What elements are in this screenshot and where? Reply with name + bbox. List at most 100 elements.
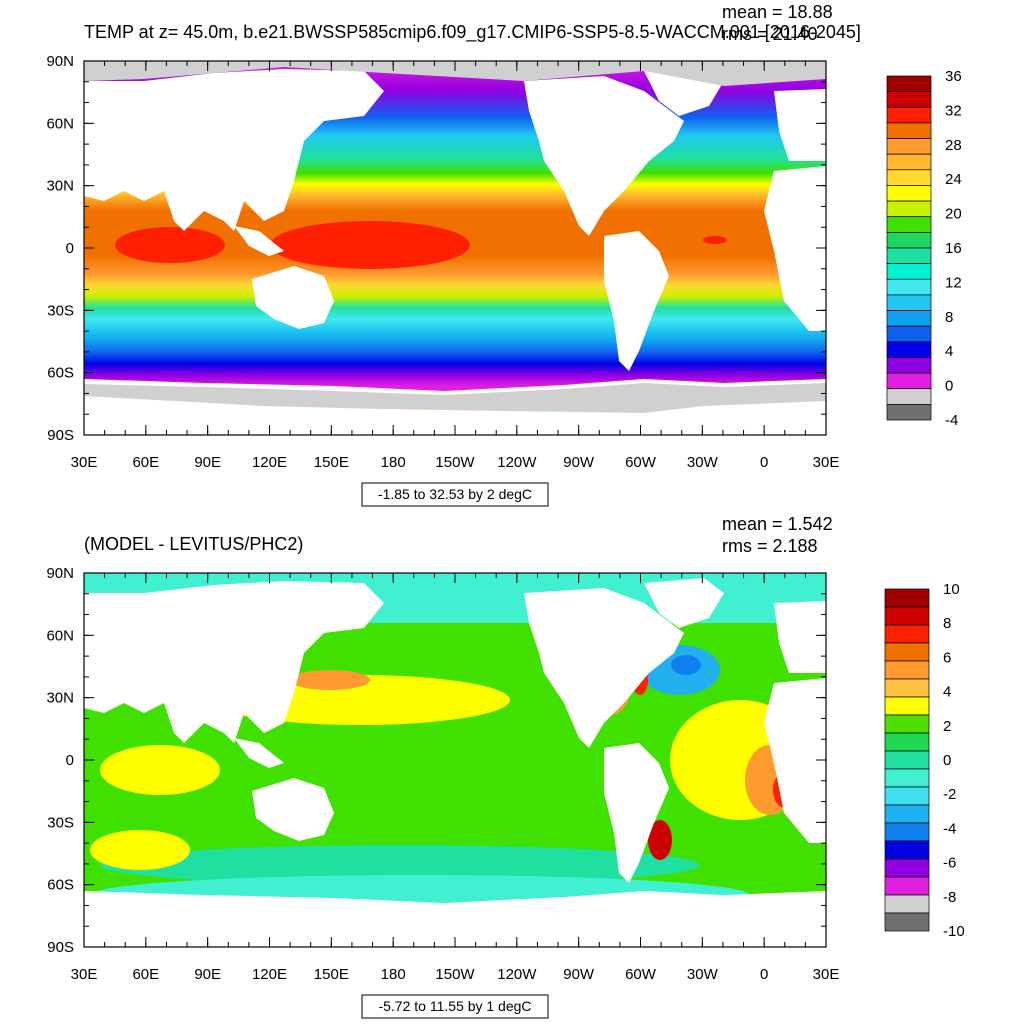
colorbar-swatch xyxy=(884,786,930,806)
lat-label: 60N xyxy=(46,627,74,644)
colorbar-swatch xyxy=(886,216,932,233)
colorbar-swatch xyxy=(886,200,932,218)
colorbar-label: 0 xyxy=(943,752,951,769)
colorbar-swatch xyxy=(884,822,930,842)
colorbar-label: -4 xyxy=(943,820,956,837)
lat-label: 90N xyxy=(46,53,74,70)
lat-label: 0 xyxy=(66,752,74,769)
colorbar-swatch xyxy=(886,91,932,108)
colorbar-label: 10 xyxy=(943,581,960,598)
colorbar-swatch xyxy=(886,404,932,421)
lon-label: 120W xyxy=(497,966,537,983)
lon-label: 90E xyxy=(194,454,221,471)
lat-label: 30S xyxy=(47,814,74,831)
colorbar-swatch xyxy=(884,912,930,932)
top-map-field xyxy=(84,61,826,435)
lon-label: 150E xyxy=(314,966,349,983)
colorbar-label: -8 xyxy=(943,889,956,906)
lon-label: 120E xyxy=(252,454,287,471)
lat-label: 60N xyxy=(46,115,74,132)
colorbar-swatch xyxy=(884,804,930,824)
bottom-lon-labels: 30E 60E 90E 120E 150E 180 150W 120W 90W 60W 30W 0 30… xyxy=(71,966,840,983)
lon-label: 150E xyxy=(314,454,349,471)
colorbar-swatch xyxy=(884,768,930,788)
colorbar-label: 8 xyxy=(945,309,953,326)
lon-label: 120E xyxy=(252,966,287,983)
lon-label: 30E xyxy=(813,966,840,983)
top-lat-labels: 90N 60N 30N 0 30S 60S 90S xyxy=(46,53,74,444)
lat-label: 30N xyxy=(46,690,74,707)
colorbar-swatch xyxy=(884,606,930,626)
lon-label: 60E xyxy=(132,966,159,983)
colorbar-swatch xyxy=(886,310,932,327)
lat-label: 90N xyxy=(46,565,74,582)
bottom-colorbar: 10 8 6 4 2 0 -2 -4 -6 -8 -10 xyxy=(884,581,965,940)
colorbar-swatch xyxy=(884,588,930,608)
bottom-mean-stat: mean = 1.542 xyxy=(722,514,833,534)
lon-label: 60W xyxy=(625,966,657,983)
colorbar-swatch xyxy=(886,122,932,139)
lon-label: 0 xyxy=(760,454,768,471)
lat-label: 90S xyxy=(47,939,74,956)
lat-label: 0 xyxy=(66,240,74,257)
lon-label: 30E xyxy=(71,454,98,471)
colorbar-swatch xyxy=(884,642,930,662)
lat-label: 90S xyxy=(47,427,74,444)
colorbar-label: 32 xyxy=(945,102,962,119)
colorbar-swatch xyxy=(886,388,932,405)
colorbar-swatch xyxy=(886,153,932,171)
lat-label: 60S xyxy=(47,365,74,382)
top-panel: TEMP at z= 45.0m, b.e21.BWSSP585cmip6.f0… xyxy=(46,2,962,507)
colorbar-label: 20 xyxy=(945,206,962,223)
colorbar-label: 12 xyxy=(945,274,962,291)
colorbar-swatch xyxy=(886,138,932,155)
colorbar-swatch xyxy=(884,858,930,878)
lon-label: 150W xyxy=(435,966,475,983)
colorbar-swatch xyxy=(884,732,930,752)
lon-label: 150W xyxy=(435,454,475,471)
colorbar-label: -10 xyxy=(943,923,965,940)
colorbar-label: -6 xyxy=(943,855,956,872)
top-panel-title: TEMP at z= 45.0m, b.e21.BWSSP585cmip6.f0… xyxy=(84,22,861,43)
bottom-panel-title: (MODEL - LEVITUS/PHC2) xyxy=(84,534,303,554)
colorbar-label: 8 xyxy=(943,615,951,632)
lon-label: 120W xyxy=(497,454,537,471)
bottom-axis-ticks xyxy=(83,572,827,948)
lon-label: 90W xyxy=(563,966,595,983)
colorbar-swatch xyxy=(884,624,930,644)
colorbar-swatch xyxy=(886,357,932,374)
colorbar-swatch xyxy=(886,263,932,280)
lon-label: 60E xyxy=(132,454,159,471)
colorbar-swatch xyxy=(884,714,930,734)
colorbar-swatch xyxy=(886,325,932,343)
colorbar-label: 24 xyxy=(945,171,962,188)
lon-label: 180 xyxy=(381,454,406,471)
colorbar-swatch xyxy=(886,75,932,92)
top-mean-stat: mean = 18.88 xyxy=(722,2,833,22)
lon-label: 0 xyxy=(760,966,768,983)
top-range-label: -1.85 to 32.53 by 2 degC xyxy=(378,486,532,502)
colorbar-label: 28 xyxy=(945,137,962,154)
bottom-panel: (MODEL - LEVITUS/PHC2) mean = 1.542 rms … xyxy=(46,514,965,1019)
colorbar-label: 6 xyxy=(943,649,951,666)
bottom-map-field xyxy=(84,573,826,947)
lat-label: 30S xyxy=(47,302,74,319)
colorbar-swatch xyxy=(886,232,932,249)
top-lon-labels: 30E 60E 90E 120E 150E 180 150W 120W 90W 60W 30W 0 30… xyxy=(71,454,840,471)
lon-label: 90E xyxy=(194,966,221,983)
colorbar-swatch xyxy=(884,840,930,860)
lon-label: 30E xyxy=(813,454,840,471)
colorbar-swatch xyxy=(884,696,930,716)
colorbar-swatch xyxy=(886,106,932,124)
lon-label: 180 xyxy=(381,966,406,983)
colorbar-swatch xyxy=(886,341,932,358)
bottom-range-label: -5.72 to 11.55 by 1 degC xyxy=(378,998,531,1014)
lon-label: 90W xyxy=(563,454,595,471)
colorbar-swatch xyxy=(884,894,930,914)
colorbar-label: 4 xyxy=(943,684,951,701)
top-axis-ticks xyxy=(83,60,827,436)
lon-label: 30W xyxy=(687,966,719,983)
colorbar-label: -2 xyxy=(943,786,956,803)
lon-label: 30E xyxy=(71,966,98,983)
